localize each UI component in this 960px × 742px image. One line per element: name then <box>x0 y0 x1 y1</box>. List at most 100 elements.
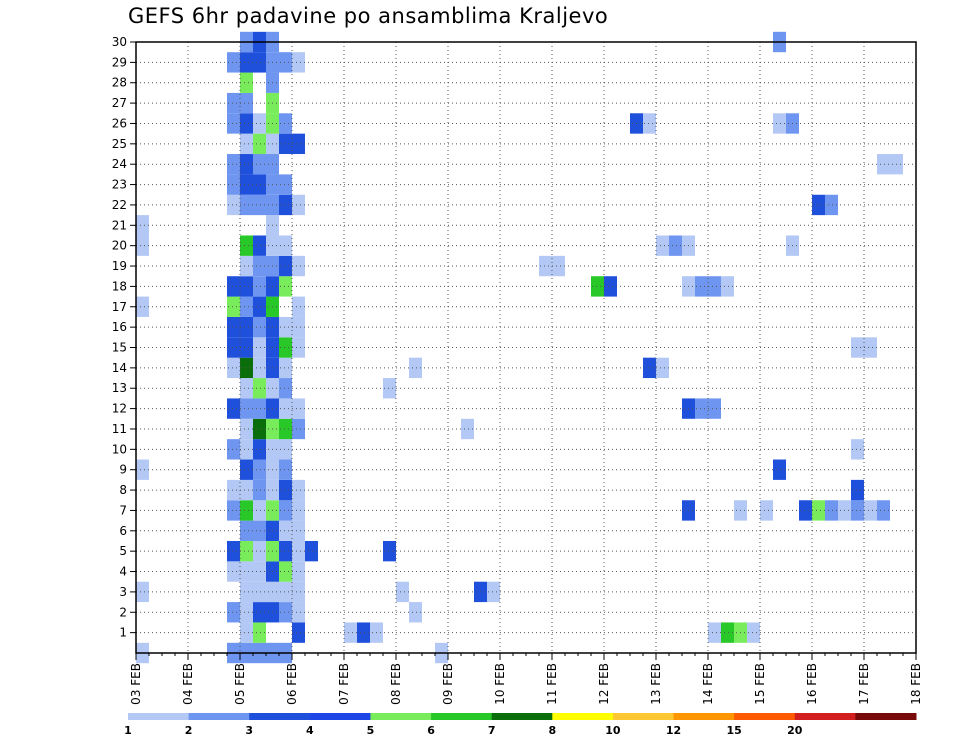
heatmap-cell <box>240 276 253 297</box>
heatmap-cell <box>240 194 253 216</box>
heatmap-cell <box>812 500 825 521</box>
heatmap-cell <box>877 500 890 521</box>
heatmap-cell <box>253 316 266 338</box>
heatmap-cell <box>695 276 708 297</box>
heatmap-cell <box>136 581 149 603</box>
x-tick-label: 07 FEB <box>337 663 351 705</box>
heatmap-cell <box>409 602 422 623</box>
heatmap-cell <box>240 316 253 338</box>
colorbar-swatch <box>370 713 432 720</box>
heatmap-cell <box>669 235 682 256</box>
y-tick-label: 3 <box>119 585 127 599</box>
heatmap-cell <box>604 276 617 297</box>
heatmap-cell <box>227 52 240 73</box>
heatmap-cell <box>253 235 266 256</box>
heatmap-cell <box>253 133 266 155</box>
heatmap-cell <box>279 316 292 338</box>
heatmap-cell <box>227 337 240 358</box>
y-tick-label: 17 <box>112 300 127 314</box>
heatmap-cell <box>825 500 838 521</box>
heatmap-cell <box>344 622 357 643</box>
heatmap-cell <box>227 602 240 623</box>
heatmap-cell <box>279 439 292 460</box>
colorbar-swatch <box>552 713 614 720</box>
heatmap-cell <box>461 418 474 440</box>
heatmap-cell <box>279 378 292 399</box>
heatmap-cell <box>305 540 318 562</box>
heatmap-cell <box>292 479 305 501</box>
heatmap-cell <box>227 500 240 521</box>
heatmap-cell <box>253 520 266 541</box>
heatmap-cell <box>136 459 149 480</box>
heatmap-cell <box>851 337 864 358</box>
colorbar-label: 3 <box>245 724 253 737</box>
x-tick-label: 09 FEB <box>441 663 455 705</box>
heatmap-cell <box>253 418 266 440</box>
x-tick-label: 14 FEB <box>701 663 715 705</box>
heatmap-cell <box>292 133 305 155</box>
heatmap-cell <box>253 581 266 603</box>
heatmap-cell <box>357 622 370 643</box>
heatmap-cell <box>240 520 253 541</box>
heatmap-cell <box>279 337 292 358</box>
heatmap-cell <box>643 113 656 134</box>
heatmap-cell <box>799 500 812 521</box>
heatmap-cell <box>253 276 266 297</box>
heatmap-cell <box>877 154 890 175</box>
heatmap-cell <box>240 337 253 358</box>
x-tick-label: 10 FEB <box>493 663 507 705</box>
y-tick-label: 25 <box>112 137 127 151</box>
colorbar-label: 7 <box>488 724 496 737</box>
y-tick-label: 9 <box>119 463 127 477</box>
heatmap-cell <box>227 540 240 562</box>
heatmap-cell <box>253 337 266 358</box>
x-tick-label: 15 FEB <box>753 663 767 705</box>
heatmap-cell <box>292 561 305 582</box>
heatmap-cell <box>292 418 305 440</box>
colorbar-label: 20 <box>787 724 803 737</box>
colorbar-label: 12 <box>666 724 681 737</box>
colorbar-swatch <box>188 713 250 720</box>
y-tick-label: 15 <box>112 341 127 355</box>
heatmap-cell <box>721 276 734 297</box>
heatmap-cell <box>253 439 266 460</box>
x-tick-label: 18 FEB <box>909 663 923 705</box>
colorbar-swatch <box>794 713 856 720</box>
heatmap-cell <box>240 154 253 175</box>
colorbar: 1 2 3 4 5 6 7 8 10 12 15 20 <box>124 713 917 737</box>
heatmap-cell <box>240 113 253 134</box>
heatmap-cell <box>708 276 721 297</box>
heatmap-cell <box>396 581 409 603</box>
heatmap-cell <box>864 337 877 358</box>
heatmap-cell <box>227 154 240 175</box>
heatmap-cell <box>253 357 266 379</box>
heatmap-cell <box>279 500 292 521</box>
cells-layer <box>136 31 903 664</box>
heatmap-cell <box>253 459 266 480</box>
heatmap-cell <box>227 194 240 216</box>
heatmap-cell <box>279 52 292 73</box>
heatmap-cell <box>292 540 305 562</box>
heatmap-cell <box>825 194 838 216</box>
heatmap-cell <box>253 194 266 216</box>
y-tick-label: 10 <box>112 442 127 456</box>
heatmap-cell <box>292 337 305 358</box>
heatmap-cell <box>539 255 552 277</box>
y-tick-label: 13 <box>112 381 127 395</box>
colorbar-label: 10 <box>605 724 621 737</box>
x-tick-label: 08 FEB <box>389 663 403 705</box>
heatmap-cell <box>253 500 266 521</box>
heatmap-cell <box>851 479 864 501</box>
y-tick-label: 24 <box>112 157 127 171</box>
heatmap-cell <box>383 540 396 562</box>
heatmap-cell <box>851 500 864 521</box>
y-tick-label: 19 <box>112 259 127 273</box>
heatmap-cell <box>240 378 253 399</box>
y-tick-label: 1 <box>119 626 127 640</box>
heatmap-cell <box>240 561 253 582</box>
heatmap-cell <box>240 174 253 195</box>
x-tick-label: 04 FEB <box>181 663 195 705</box>
heatmap-cell <box>279 540 292 562</box>
heatmap-cell <box>279 561 292 582</box>
heatmap-cell <box>227 296 240 317</box>
